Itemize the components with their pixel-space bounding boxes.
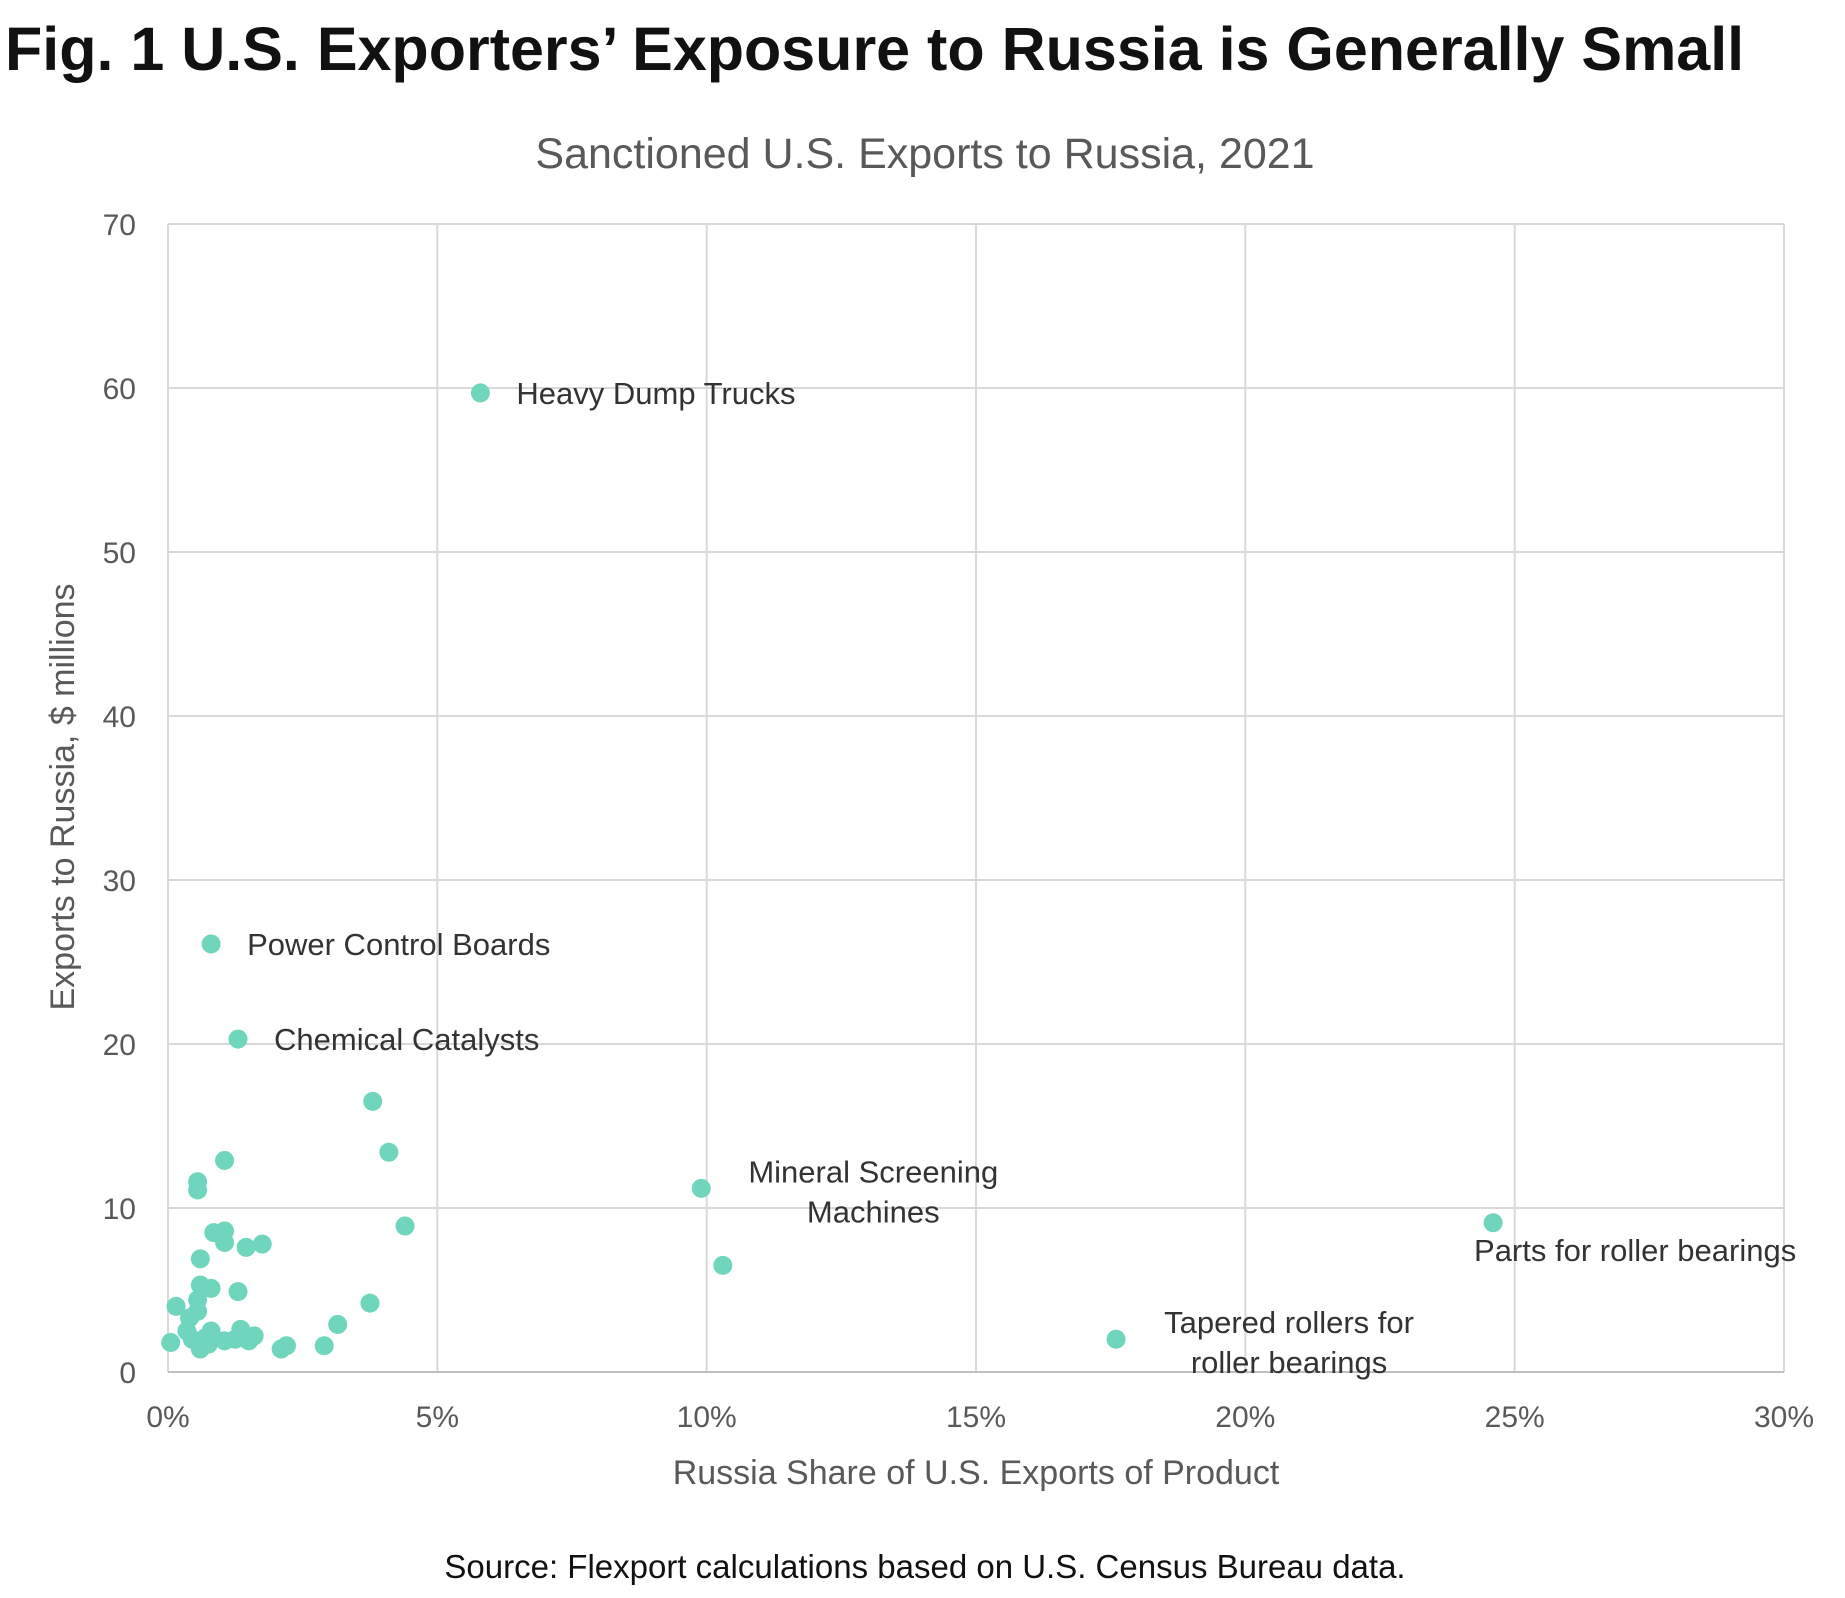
data-point <box>215 1150 235 1170</box>
x-tick-label: 5% <box>416 1401 459 1434</box>
data-point <box>244 1326 264 1346</box>
point-label: Power Control Boards <box>247 927 550 962</box>
x-tick-label: 15% <box>946 1401 1006 1434</box>
y-tick-label: 0 <box>119 1357 136 1390</box>
labeled-data-point <box>470 383 490 403</box>
x-tick-label: 20% <box>1215 1401 1275 1434</box>
data-point <box>201 1278 221 1298</box>
y-tick-label: 60 <box>103 373 136 406</box>
x-tick-label: 25% <box>1485 1401 1545 1434</box>
data-point <box>314 1336 334 1356</box>
y-tick-label: 10 <box>103 1193 136 1226</box>
data-point <box>252 1234 272 1254</box>
labeled-data-point <box>691 1178 711 1198</box>
y-tick-label: 40 <box>103 701 136 734</box>
y-tick-label: 70 <box>103 209 136 242</box>
y-tick-label: 20 <box>103 1029 136 1062</box>
grid <box>167 223 1785 1372</box>
y-tick-label: 50 <box>103 537 136 570</box>
point-label: Chemical Catalysts <box>274 1022 539 1057</box>
chart-subtitle: Sanctioned U.S. Exports to Russia, 2021 <box>535 130 1314 178</box>
point-label: Heavy Dump Trucks <box>516 376 795 411</box>
labeled-data-point <box>1483 1213 1503 1233</box>
tick-labels: 0 10 20 30 40 50 60 70 0% 5% 10% 15% 20% 25% 30% <box>103 209 1814 1434</box>
x-tick-label: 30% <box>1754 1401 1814 1434</box>
y-axis-title: Exports to Russia, $ millions <box>44 583 82 1010</box>
data-point <box>360 1293 380 1313</box>
point-label: Mineral Screening <box>748 1154 998 1189</box>
data-point <box>395 1216 415 1236</box>
data-points <box>161 383 1503 1359</box>
figure-title: Fig. 1 U.S. Exporters’ Exposure to Russi… <box>5 15 1744 83</box>
point-label: Parts for roller bearings <box>1474 1233 1796 1268</box>
data-point <box>379 1142 399 1162</box>
data-point <box>713 1255 733 1275</box>
data-point <box>271 1339 291 1359</box>
x-axis-title: Russia Share of U.S. Exports of Product <box>673 1454 1280 1492</box>
data-point <box>236 1237 256 1257</box>
source-note: Source: Flexport calculations based on U… <box>444 1548 1405 1585</box>
point-label: Tapered rollers for <box>1164 1305 1414 1340</box>
data-point <box>188 1180 208 1200</box>
x-tick-label: 10% <box>677 1401 737 1434</box>
point-label: Machines <box>807 1194 940 1229</box>
point-label: roller bearings <box>1191 1345 1387 1380</box>
labeled-data-point <box>228 1029 248 1049</box>
y-tick-label: 30 <box>103 865 136 898</box>
labeled-data-point <box>1106 1329 1126 1349</box>
labeled-data-point <box>201 934 221 954</box>
point-labels: Heavy Dump Trucks Power Control Boards Che… <box>247 376 1796 1380</box>
data-point <box>363 1091 383 1111</box>
data-point <box>228 1282 248 1302</box>
data-point <box>328 1314 348 1334</box>
data-point <box>190 1339 210 1359</box>
data-point <box>166 1296 186 1316</box>
data-point <box>161 1332 181 1352</box>
data-point <box>190 1249 210 1269</box>
x-tick-label: 0% <box>146 1401 189 1434</box>
data-point <box>215 1232 235 1252</box>
